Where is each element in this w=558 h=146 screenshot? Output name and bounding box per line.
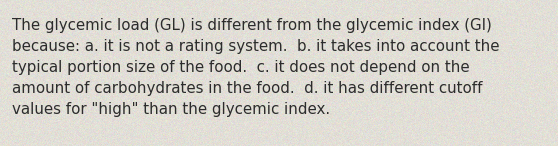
Text: The glycemic load (GL) is different from the glycemic index (GI)
because: a. it : The glycemic load (GL) is different from… <box>12 18 500 117</box>
